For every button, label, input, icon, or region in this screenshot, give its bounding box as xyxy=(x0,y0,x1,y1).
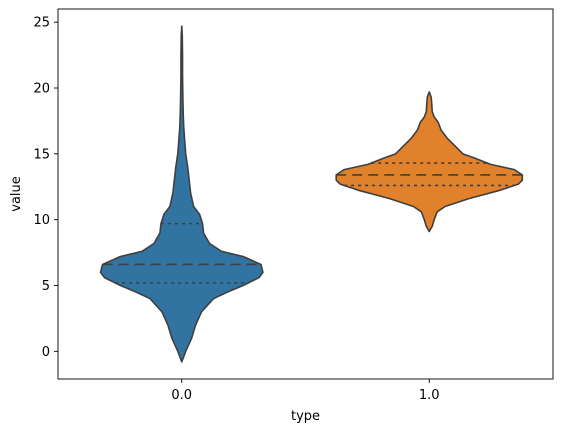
y-tick-label: 0 xyxy=(42,345,50,360)
plot-frame xyxy=(57,8,554,380)
violin-0.0 xyxy=(99,25,264,363)
y-tick-label: 20 xyxy=(33,82,50,97)
x-tick-label: 1.0 xyxy=(419,388,440,403)
y-tick-label: 15 xyxy=(33,147,50,162)
y-tick-label: 5 xyxy=(42,279,50,294)
x-axis: 0.0 1.0 xyxy=(171,379,440,403)
y-tick-label: 10 xyxy=(33,213,50,228)
y-axis: 0 5 10 15 20 25 xyxy=(33,16,58,360)
x-axis-label: type xyxy=(291,409,320,424)
violin-1.0 xyxy=(335,91,524,233)
x-tick-label: 0.0 xyxy=(171,388,192,403)
y-axis-label: value xyxy=(9,176,24,212)
y-tick-label: 25 xyxy=(33,16,50,31)
violin-layer xyxy=(99,25,524,363)
